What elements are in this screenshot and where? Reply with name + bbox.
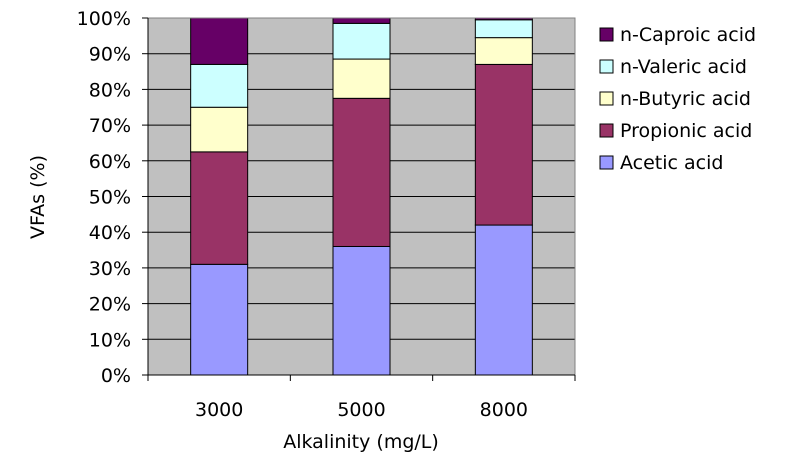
legend-swatch xyxy=(599,123,614,138)
y-tick-label: 90% xyxy=(89,44,131,66)
bar-segment xyxy=(474,63,533,226)
legend-label: n-Caproic acid xyxy=(620,24,756,46)
bars xyxy=(190,17,533,376)
x-tick-label: 5000 xyxy=(337,399,385,421)
y-tick-label: 10% xyxy=(89,329,131,351)
bar-segment xyxy=(332,58,391,99)
y-tick-label: 80% xyxy=(89,79,131,101)
y-tick-label: 100% xyxy=(77,8,131,30)
bar-segment xyxy=(190,63,249,108)
bar-segment xyxy=(332,22,391,60)
y-tick-label: 70% xyxy=(89,115,131,137)
legend: n-Caproic acid n-Valeric acid n-Butyric ac… xyxy=(599,24,756,174)
x-tick-label: 3000 xyxy=(195,399,243,421)
legend-swatch xyxy=(599,59,614,74)
legend-label: n-Valeric acid xyxy=(620,56,747,78)
bar-segment xyxy=(332,97,391,247)
bar-segment xyxy=(474,37,533,65)
y-tick-label: 60% xyxy=(89,151,131,173)
bar-segment xyxy=(474,224,533,376)
bar-segment xyxy=(332,245,391,376)
bar-segment xyxy=(190,106,249,153)
y-tick-label: 40% xyxy=(89,222,131,244)
y-tick-labels: 0% 10% 20% 30% 40% 50% 60% 70% 80% 90% 100% xyxy=(77,8,131,387)
y-tick-label: 20% xyxy=(89,294,131,316)
legend-label: Acetic acid xyxy=(620,152,723,174)
legend-swatch xyxy=(599,155,614,170)
legend-label: n-Butyric acid xyxy=(620,88,751,110)
x-tick-label: 8000 xyxy=(480,399,528,421)
bar-segment xyxy=(190,263,249,376)
x-tick-labels: 3000 5000 8000 xyxy=(195,399,528,421)
bar-segment xyxy=(474,19,533,39)
bar-segment xyxy=(190,17,249,65)
y-tick-label: 30% xyxy=(89,258,131,280)
legend-label: Propionic acid xyxy=(620,120,752,142)
y-tick-label: 50% xyxy=(89,187,131,209)
x-axis-label: Alkalinity (mg/L) xyxy=(283,431,439,453)
bar-segment xyxy=(332,17,391,24)
plot-area xyxy=(142,17,576,381)
bar-segment xyxy=(190,151,249,265)
y-tick-label: 0% xyxy=(101,365,131,387)
legend-swatch xyxy=(599,91,614,106)
y-axis-label: VFAs (%) xyxy=(27,155,49,239)
legend-swatch xyxy=(599,27,614,42)
axes xyxy=(142,17,576,381)
